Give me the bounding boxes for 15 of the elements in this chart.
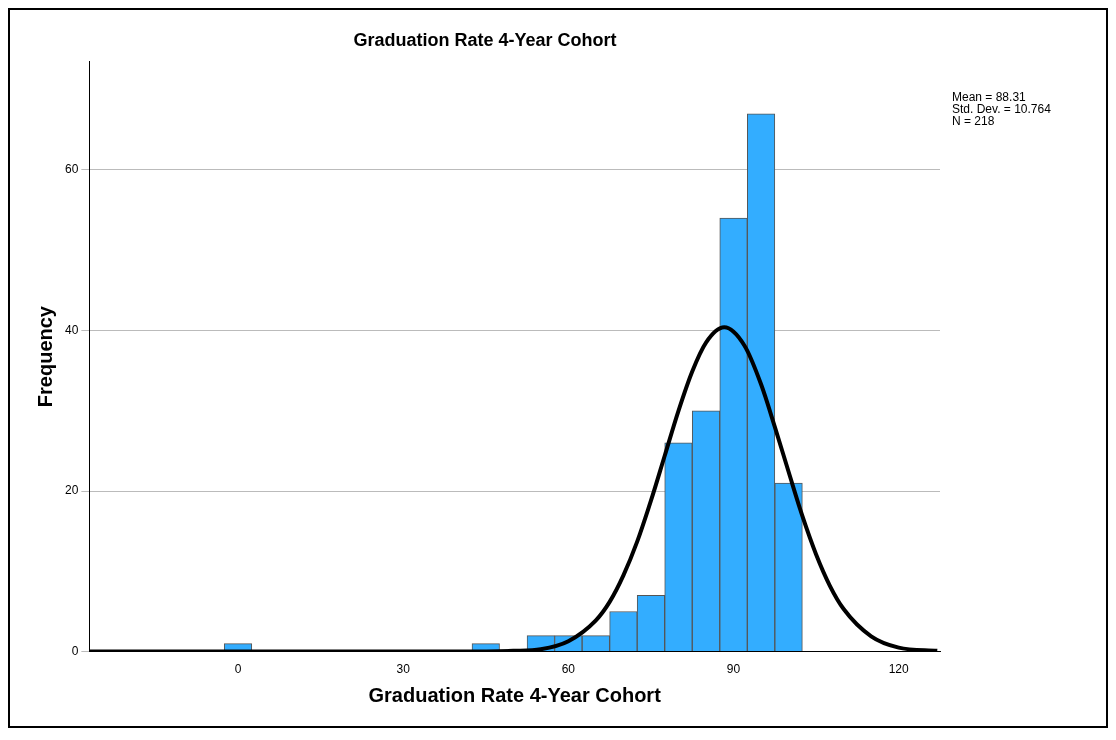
- y-tick-label: 0: [71, 643, 79, 658]
- x-tick-label: 0: [234, 662, 242, 677]
- text: N = 218: [952, 113, 995, 128]
- y-tick-label: 60: [64, 162, 79, 177]
- x-tick-label: 60: [561, 662, 576, 677]
- x-tick-label: 120: [888, 662, 910, 677]
- x-tick-label: 90: [726, 662, 741, 677]
- y-tick-label: 40: [64, 322, 79, 337]
- y-axis-title: Frequency: [33, 305, 56, 408]
- x-tick-label: 30: [396, 662, 411, 677]
- text: Std. Dev. = 10.764: [952, 101, 1052, 116]
- text: Mean = 88.31: [952, 89, 1027, 104]
- chart-title: Graduation Rate 4-Year Cohort: [353, 29, 617, 50]
- y-tick-label: 20: [64, 483, 79, 498]
- x-axis-title: Graduation Rate 4-Year Cohort: [368, 683, 662, 706]
